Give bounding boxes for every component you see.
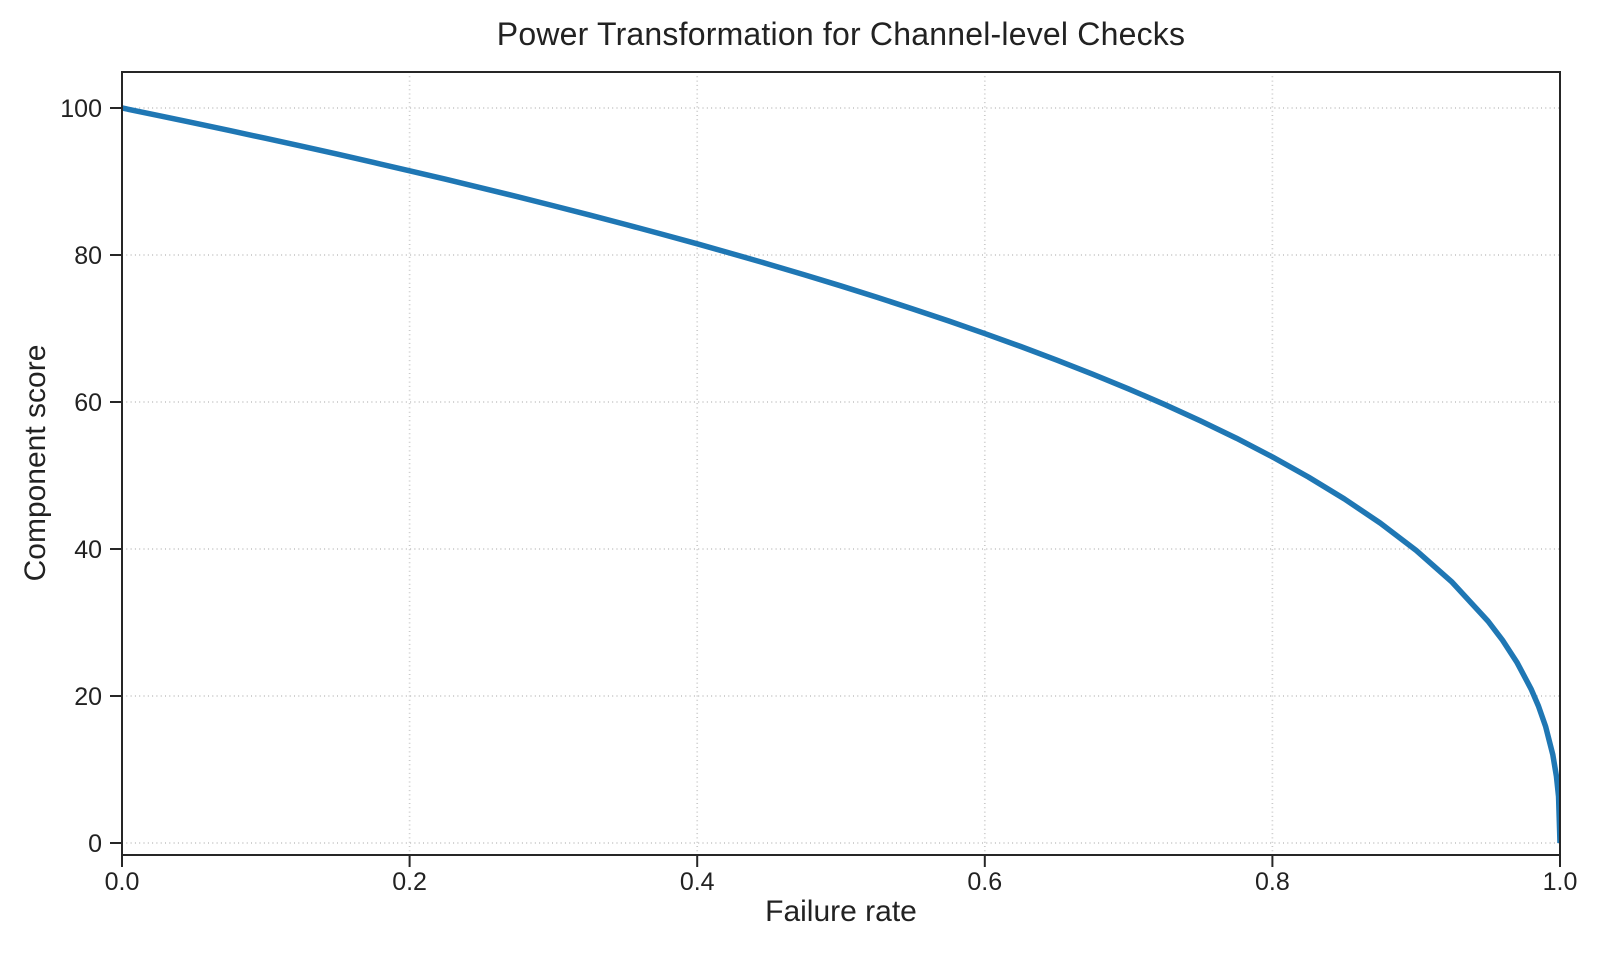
y-tick-label: 60	[74, 389, 102, 417]
x-tick-label: 1.0	[1543, 868, 1578, 896]
plot-border	[121, 71, 1561, 856]
y-axis-label: Component score	[19, 344, 52, 582]
x-tick-label: 0.8	[1255, 868, 1290, 896]
x-tick-label: 0.2	[392, 868, 427, 896]
x-tick-label: 0.0	[105, 868, 140, 896]
y-tick-label: 100	[60, 95, 102, 123]
x-axis-label: Failure rate	[765, 895, 917, 928]
y-tick-label: 80	[74, 242, 102, 270]
y-tick-label: 20	[74, 683, 102, 711]
series-line	[122, 105, 1560, 844]
y-tick-label: 40	[74, 536, 102, 564]
x-tick-label: 0.6	[967, 868, 1002, 896]
x-tick-label: 0.4	[680, 868, 715, 896]
y-tick-label: 0	[88, 830, 102, 858]
chart-title: Power Transformation for Channel-level C…	[496, 16, 1186, 52]
